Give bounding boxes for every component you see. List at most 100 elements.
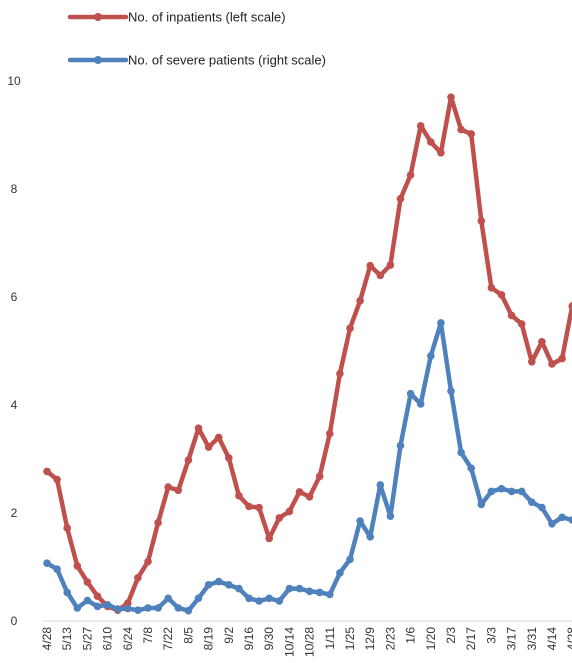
- data-point: [467, 130, 476, 138]
- y-tick-label: 8: [11, 182, 18, 196]
- data-point: [255, 503, 263, 512]
- x-tick-label: 1/6: [404, 627, 418, 644]
- y-tick-label: 4: [11, 398, 18, 412]
- data-point: [63, 524, 71, 532]
- data-point: [275, 597, 284, 605]
- data-point: [548, 520, 556, 528]
- x-tick-label: 9/16: [242, 627, 256, 651]
- data-point: [43, 467, 51, 476]
- data-point: [346, 555, 354, 564]
- data-point: [366, 533, 375, 541]
- data-point: [447, 93, 455, 101]
- x-tick-label: 3/3: [484, 627, 498, 644]
- x-tick-label: 1/25: [343, 627, 357, 651]
- x-tick-label: 4/28: [565, 627, 572, 651]
- data-point: [204, 443, 213, 451]
- data-point: [517, 320, 526, 328]
- x-tick-label: 3/17: [505, 627, 519, 651]
- data-point: [295, 584, 304, 593]
- y-tick-label: 10: [7, 74, 21, 88]
- data-point: [487, 487, 496, 496]
- y-tick-label: 2: [11, 506, 18, 520]
- data-point: [356, 517, 364, 525]
- x-tick-label: 7/22: [161, 627, 175, 651]
- data-point: [477, 500, 486, 509]
- x-tick-label: 2/23: [383, 627, 397, 651]
- data-point: [416, 122, 425, 130]
- x-tick-label: 9/2: [222, 627, 236, 644]
- data-point: [103, 601, 112, 609]
- x-axis: 4/28 5/13 5/27 6/10 6/24 7/8 7/22 8/5 8/19 9/2 9/1…: [40, 620, 572, 657]
- data-point: [326, 590, 334, 599]
- data-point: [376, 481, 385, 489]
- data-point: [497, 484, 506, 493]
- series-0: [43, 93, 572, 614]
- data-point: [538, 338, 546, 346]
- plot-area: [43, 93, 572, 615]
- x-tick-label: 1/11: [323, 627, 337, 650]
- x-tick-label: 8/5: [181, 627, 195, 644]
- data-point: [154, 518, 162, 527]
- data-point: [305, 587, 314, 596]
- x-tick-label: 10/28: [303, 627, 317, 657]
- data-point: [457, 448, 465, 457]
- x-tick-label: 6/24: [121, 627, 135, 651]
- data-point: [376, 271, 385, 280]
- data-point: [366, 261, 375, 270]
- data-point: [406, 171, 415, 179]
- data-point: [487, 284, 496, 292]
- data-point: [134, 574, 142, 582]
- x-tick-label: 6/10: [101, 627, 115, 651]
- data-point: [315, 588, 324, 597]
- data-point: [235, 584, 243, 593]
- x-tick-label: 1/20: [424, 627, 438, 651]
- legend-label-0: No. of inpatients (left scale): [128, 10, 286, 25]
- data-point: [184, 456, 193, 464]
- data-point: [295, 488, 304, 496]
- data-point: [406, 389, 415, 398]
- data-point: [73, 604, 82, 612]
- data-point: [285, 507, 294, 516]
- data-point: [528, 498, 536, 507]
- data-point: [396, 194, 405, 203]
- data-point: [93, 602, 102, 611]
- data-point: [497, 291, 506, 299]
- x-tick-label: 4/14: [545, 627, 559, 651]
- x-tick-label: 8/19: [202, 627, 216, 651]
- y-tick-label: 6: [11, 290, 18, 304]
- x-tick-label: 4/28: [40, 627, 54, 651]
- data-point: [467, 464, 476, 473]
- data-point: [113, 605, 122, 613]
- data-point: [265, 594, 274, 603]
- data-point: [124, 599, 132, 607]
- x-tick-label: 3/31: [525, 627, 539, 651]
- data-point: [225, 581, 233, 589]
- data-point: [558, 354, 566, 363]
- data-point: [214, 577, 223, 586]
- x-tick-label: 2/17: [464, 627, 478, 651]
- data-point: [83, 596, 92, 605]
- data-point: [144, 604, 152, 612]
- data-point: [43, 559, 51, 567]
- series-line-1: [44, 320, 572, 613]
- x-tick-label: 12/9: [363, 627, 377, 651]
- data-point: [134, 606, 142, 614]
- x-tick-label: 2/3: [444, 627, 458, 644]
- x-tick-label: 9/30: [262, 627, 276, 651]
- data-point: [265, 534, 274, 543]
- data-point: [437, 319, 445, 327]
- legend: No. of inpatients (left scale) No. of sev…: [67, 10, 326, 68]
- data-point: [184, 606, 193, 615]
- series-line-0: [44, 94, 572, 613]
- data-point: [558, 513, 566, 522]
- data-point: [336, 369, 344, 378]
- data-point: [214, 433, 223, 442]
- data-point: [154, 604, 162, 612]
- data-point: [255, 597, 263, 605]
- legend-label-1: No. of severe patients (right scale): [128, 53, 326, 68]
- x-tick-label: 5/27: [80, 627, 94, 651]
- x-tick-label: 5/13: [60, 627, 74, 651]
- data-point: [93, 592, 102, 600]
- data-point: [194, 594, 203, 603]
